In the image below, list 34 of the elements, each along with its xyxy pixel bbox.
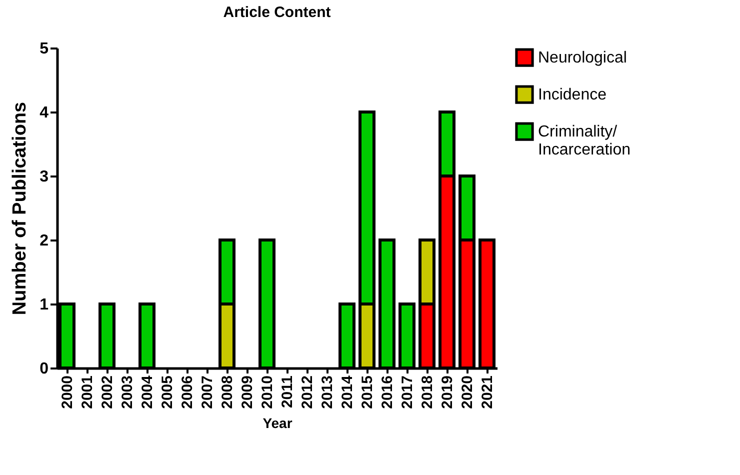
x-tick-label: 2008: [219, 376, 236, 409]
y-tick-label: 1: [40, 296, 49, 314]
y-tick-label: 0: [40, 360, 49, 378]
x-tick-label: 2012: [299, 376, 316, 409]
x-tick-label: 2002: [99, 376, 116, 409]
y-tick-label: 4: [40, 104, 49, 122]
legend-label: Incidence: [538, 86, 607, 104]
chart-title: Article Content: [223, 4, 331, 21]
legend-label: Criminality/ Incarceration: [538, 124, 630, 158]
x-tick-label: 2017: [399, 376, 416, 409]
x-tick-label: 2019: [439, 376, 456, 409]
y-tick-label: 3: [40, 168, 49, 186]
x-tick-label: 2015: [359, 376, 376, 409]
x-tick-label: 2018: [419, 376, 436, 409]
x-tick-label: 2003: [119, 376, 136, 409]
x-tick-label: 2016: [379, 376, 396, 409]
x-tick-label: 2006: [179, 376, 196, 409]
x-tick-label: 2007: [199, 376, 216, 409]
x-tick-label: 2010: [259, 376, 276, 409]
y-tick-label: 2: [40, 232, 49, 250]
x-tick-label: 2013: [319, 376, 336, 409]
x-tick-label: 2005: [159, 376, 176, 409]
x-tick-label: 2000: [59, 376, 76, 409]
x-tick-label: 2004: [139, 374, 156, 409]
x-tick-label: 2020: [459, 376, 476, 409]
y-axis-title: Number of Publications: [10, 102, 31, 316]
x-tick-label: 2021: [479, 376, 496, 409]
x-tick-label: 2014: [339, 374, 356, 409]
y-tick-label: 5: [40, 40, 49, 58]
x-tick-label: 2011: [279, 376, 296, 408]
legend-label: Neurological: [538, 50, 627, 66]
x-axis-title: Year: [262, 414, 293, 431]
x-tick-label: 2001: [79, 376, 96, 409]
x-tick-label: 2009: [239, 376, 256, 409]
